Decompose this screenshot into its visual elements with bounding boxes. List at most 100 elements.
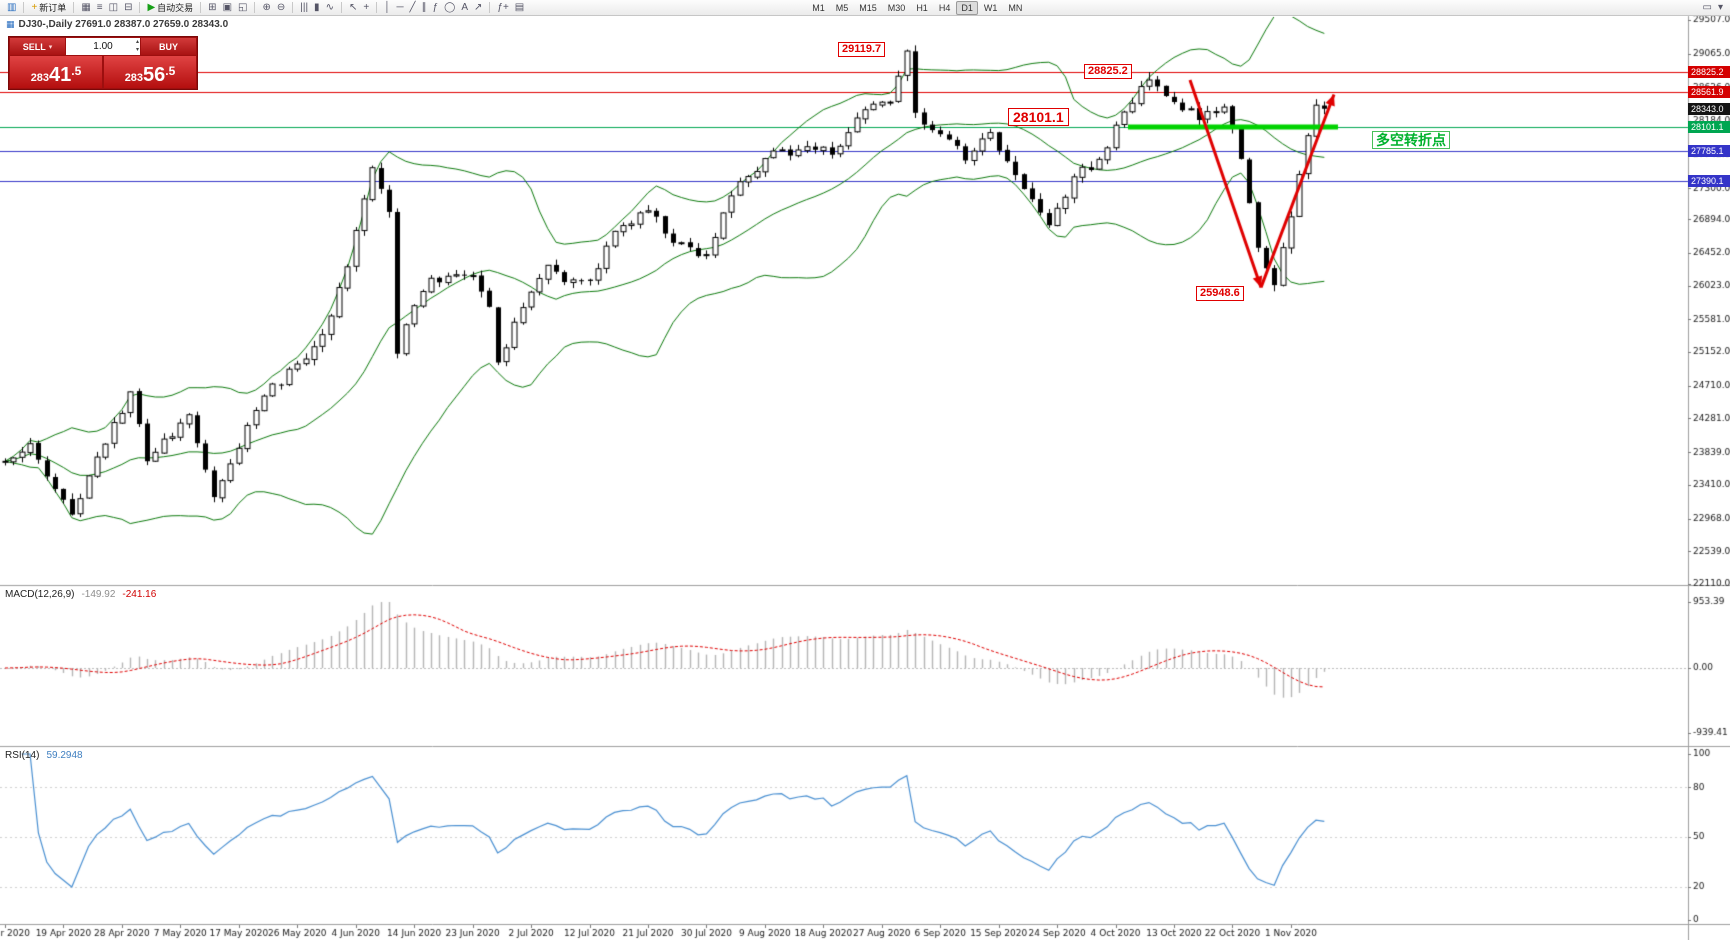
symbol-marker-icon: ▦ [6, 19, 15, 29]
charts-window-icon[interactable]: ▦ [78, 1, 93, 15]
crosshair-icon[interactable]: + [360, 1, 372, 15]
annotation-turning-point[interactable]: 多空转折点 [1372, 131, 1450, 149]
indicators-icon[interactable]: ƒ+ [494, 1, 511, 15]
timeframe-w1[interactable]: W1 [983, 2, 998, 13]
price-digits: 283 [124, 72, 144, 84]
timeframe-m15[interactable]: M15 [859, 2, 877, 13]
charts-window-icon-glyph: ▦ [81, 1, 91, 13]
trendline-icon[interactable]: ╱ [407, 1, 419, 15]
navigator-icon-glyph: ◫ [108, 1, 119, 13]
macd-main-value: -149.92 [81, 589, 116, 600]
docking-icon[interactable]: ▭ [1700, 1, 1715, 15]
toolbar-separator [340, 2, 342, 13]
new-order-glyph: + [31, 1, 38, 13]
arrows-icon[interactable]: ↗ [471, 1, 485, 15]
timeframe-d1[interactable]: D1 [956, 0, 978, 15]
window-cascade-icon[interactable]: ▣ [220, 1, 235, 15]
timeframe-m1[interactable]: M1 [812, 2, 825, 13]
volume-increase-icon[interactable]: ▴ [135, 39, 139, 45]
axis-price-badge-28101.1: 28101.1 [1688, 121, 1730, 134]
indicators-icon-glyph: ƒ+ [497, 1, 509, 13]
autotrading-button[interactable]: ▶ 自动交易 [144, 1, 196, 15]
sell-price-button[interactable]: 283 41.5 [10, 56, 102, 88]
symbol-ohlc-text: DJ30-,Daily 27691.0 28387.0 27659.0 2834… [18, 19, 229, 30]
ellipse-icon[interactable]: ◯ [441, 1, 458, 15]
toolbar-options-icon[interactable]: ▾ [1715, 1, 1726, 15]
zoom-out-icon[interactable]: ⊖ [274, 1, 288, 15]
rsi-value: 59.2948 [46, 750, 83, 761]
timeframe-h4[interactable]: H4 [938, 2, 951, 13]
axis-price-badge-28343.0: 28343.0 [1688, 102, 1730, 115]
fibonacci-icon[interactable]: ƒ [430, 1, 442, 15]
annotation-sep-high[interactable]: 29119.7 [838, 42, 886, 57]
one-click-trading-panel: SELL ▾ 1.00 ▴ ▾ BUY 283 41.5 283 56.5 [8, 36, 198, 90]
zoom-in-icon-glyph: ⊕ [262, 1, 271, 13]
trade-panel-prices: 283 41.5 283 56.5 [10, 56, 196, 88]
horizontal-line-icon[interactable]: ─ [393, 1, 406, 15]
toolbar-separator [489, 2, 491, 13]
equidistant-channel-icon[interactable]: ∥ [419, 1, 430, 15]
cursor-icon[interactable]: ↖ [346, 1, 360, 15]
annotation-oct-high[interactable]: 28825.2 [1084, 64, 1132, 79]
new-order-button-label: 新订单 [39, 3, 67, 13]
periods-icon-glyph: ▤ [514, 1, 525, 13]
timeframe-m30[interactable]: M30 [887, 2, 906, 13]
axis-price-badge-27390.1: 27390.1 [1688, 175, 1730, 188]
market-watch-icon[interactable]: ≡ [94, 1, 106, 15]
docking-icon-glyph: ▭ [1702, 1, 1712, 13]
trendline-icon-glyph: ╱ [409, 1, 416, 13]
toolbar-separator [376, 2, 378, 13]
sell-button-label: SELL [22, 41, 46, 52]
price-digits: 56 [143, 64, 166, 86]
line-chart-icon-glyph: ∿ [325, 1, 334, 13]
buy-button[interactable]: BUY [141, 38, 196, 55]
trade-panel-controls: SELL ▾ 1.00 ▴ ▾ BUY [10, 38, 196, 55]
axis-price-badge-27785.1: 27785.1 [1688, 145, 1730, 158]
navigator-icon[interactable]: ◫ [106, 1, 121, 15]
vertical-line-icon-glyph: │ [384, 1, 391, 13]
text-icon-glyph: A [461, 1, 468, 13]
vertical-line-icon[interactable]: │ [381, 1, 393, 15]
toolbar-separator [254, 2, 256, 13]
price-digits: .5 [71, 64, 82, 78]
zoom-in-icon[interactable]: ⊕ [259, 1, 273, 15]
buy-price-button[interactable]: 283 56.5 [104, 56, 196, 88]
market-watch-icon-glyph: ≡ [96, 1, 103, 13]
price-digits: .5 [165, 64, 176, 78]
sell-options-caret-icon: ▾ [48, 43, 53, 51]
bar-chart-icon-glyph: ||| [300, 1, 309, 13]
sell-button[interactable]: SELL ▾ [10, 38, 65, 55]
bar-chart-icon[interactable]: ||| [297, 1, 311, 15]
toolbar-options-icon-glyph: ▾ [1717, 1, 1723, 13]
toolbar-separator [23, 2, 25, 13]
candlestick-chart-icon[interactable]: ▮ [311, 1, 323, 15]
window-tile-icon[interactable]: ◱ [235, 1, 250, 15]
periods-icon[interactable]: ▤ [512, 1, 527, 15]
cursor-icon-glyph: ↖ [348, 1, 358, 13]
autotrading-button-label: 自动交易 [157, 3, 194, 13]
ellipse-icon-glyph: ◯ [444, 1, 456, 13]
annotation-oct-low[interactable]: 25948.6 [1196, 286, 1244, 301]
new-chart-icon[interactable]: ⊞ [205, 1, 219, 15]
line-chart-icon[interactable]: ∿ [323, 1, 337, 15]
new-order-button[interactable]: + 新订单 [28, 1, 69, 15]
terminal-app-icon[interactable]: ▥ [4, 1, 19, 15]
timeframe-h1[interactable]: H1 [916, 2, 928, 13]
volume-value: 1.00 [93, 41, 113, 52]
fibonacci-icon-glyph: ƒ [432, 1, 439, 13]
macd-indicator-label: MACD(12,26,9) -149.92 -241.16 [5, 589, 156, 600]
terminal-panel-icon[interactable]: ⊟ [121, 1, 135, 15]
timeframe-mn[interactable]: MN [1008, 2, 1023, 13]
window-cascade-icon-glyph: ▣ [222, 1, 233, 13]
volume-input[interactable]: 1.00 ▴ ▾ [66, 38, 140, 55]
price-digits: 41 [49, 64, 72, 86]
text-icon[interactable]: A [458, 1, 471, 15]
volume-decrease-icon[interactable]: ▾ [135, 47, 139, 53]
volume-spinner[interactable]: ▴ ▾ [136, 38, 139, 54]
timeframe-group: M1 M5 M15 M30 H1 H4 D1 W1 MN [807, 0, 1027, 15]
rsi-indicator-label: RSI(14) 59.2948 [5, 750, 83, 761]
timeframe-m5[interactable]: M5 [835, 2, 849, 13]
annotation-key-level[interactable]: 28101.1 [1008, 108, 1069, 126]
